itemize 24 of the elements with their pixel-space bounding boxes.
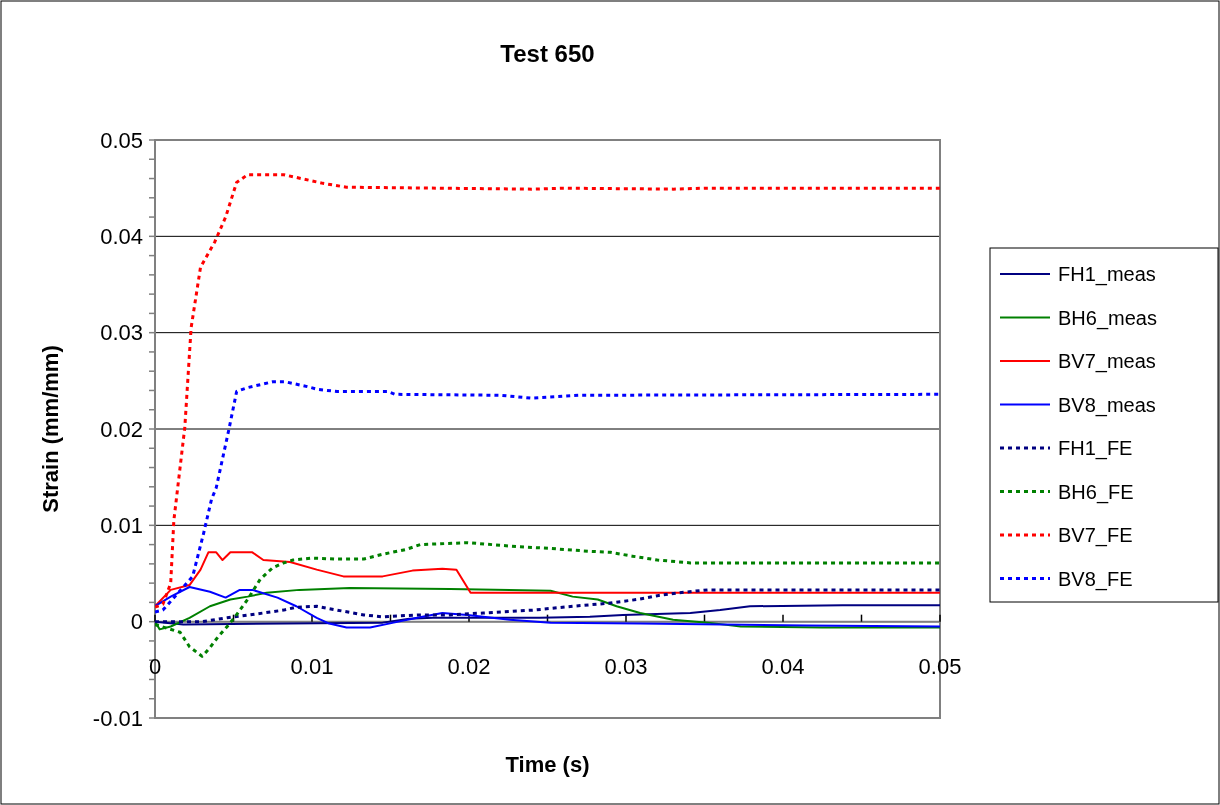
x-tick-label: 0 [148,653,162,679]
legend-label: BV8_meas [1058,393,1156,417]
legend-label: BH6_FE [1058,480,1134,504]
legend-label: BV7_FE [1058,524,1133,547]
chart-title: Test 650 [500,40,595,67]
legend-label: FH1_FE [1058,437,1133,460]
y-tick-label: 0.05 [100,127,143,153]
y-tick-label: 0.04 [100,224,143,250]
x-tick-label: 0.02 [447,653,491,679]
x-tick-label: 0.01 [290,653,334,679]
x-axis-title: Time (s) [505,752,590,777]
x-tick-label: 0.04 [761,653,805,679]
legend-label: FH1_meas [1058,263,1156,286]
legend-label: BV8_FE [1058,567,1133,591]
x-tick-label: 0.03 [604,653,648,679]
y-axis-title: Strain (mm/mm) [38,345,63,513]
y-tick-label: -0.01 [92,705,143,731]
y-tick-label: 0.03 [100,320,143,346]
legend-label: BH6_meas [1058,306,1157,330]
legend-label: BV7_meas [1058,350,1156,373]
y-tick-label: 0.02 [100,416,143,442]
x-tick-label: 0.05 [918,653,962,679]
y-tick-label: 0.01 [100,513,143,539]
y-tick-label: 0 [130,609,143,635]
